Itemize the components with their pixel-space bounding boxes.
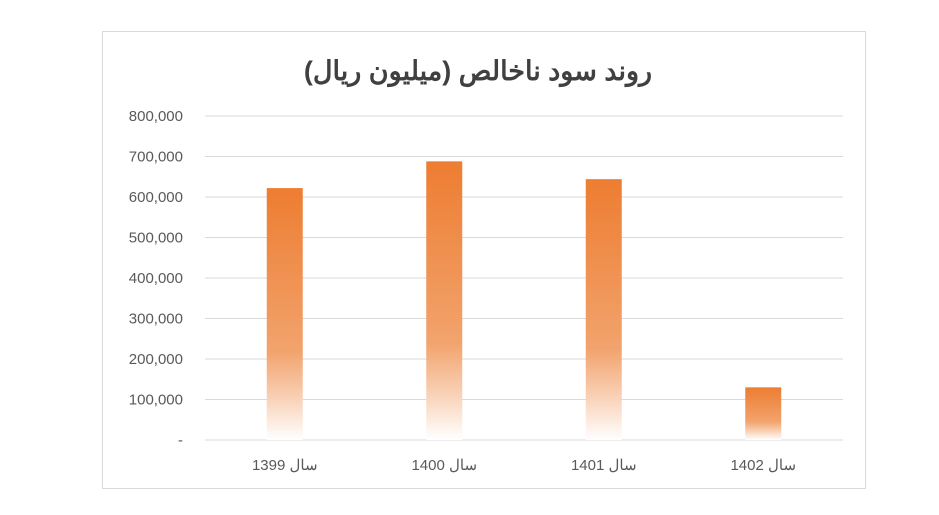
bar [585, 179, 622, 440]
y-tick-label: 500,000 [129, 230, 183, 247]
y-axis-ticks: 800,000 700,000 600,000 500,000 400,000 300,0… [129, 108, 183, 449]
x-tick-label: سال 1400 [411, 457, 477, 474]
x-tick-label: سال 1401 [571, 457, 637, 474]
chart-title: روند سود ناخالص (میلیون ریال) [304, 56, 652, 88]
y-tick-label: 700,000 [129, 149, 183, 166]
y-tick-label: 400,000 [129, 270, 183, 287]
bars [266, 161, 782, 441]
bar [426, 161, 463, 441]
y-tick-label: - [178, 432, 183, 449]
y-tick-label: 600,000 [129, 189, 183, 206]
y-tick-label: 300,000 [129, 311, 183, 328]
gridlines [205, 115, 843, 441]
y-tick-label: 100,000 [129, 392, 183, 409]
x-axis-labels: سال 1399 سال 1400 سال 1401 سال 1402 [252, 457, 796, 474]
bar [266, 188, 303, 440]
chart-frame [102, 31, 866, 489]
bar [745, 387, 782, 440]
y-tick-label: 800,000 [129, 108, 183, 125]
x-tick-label: سال 1399 [252, 457, 318, 474]
x-tick-label: سال 1402 [730, 457, 796, 474]
y-tick-label: 200,000 [129, 351, 183, 368]
